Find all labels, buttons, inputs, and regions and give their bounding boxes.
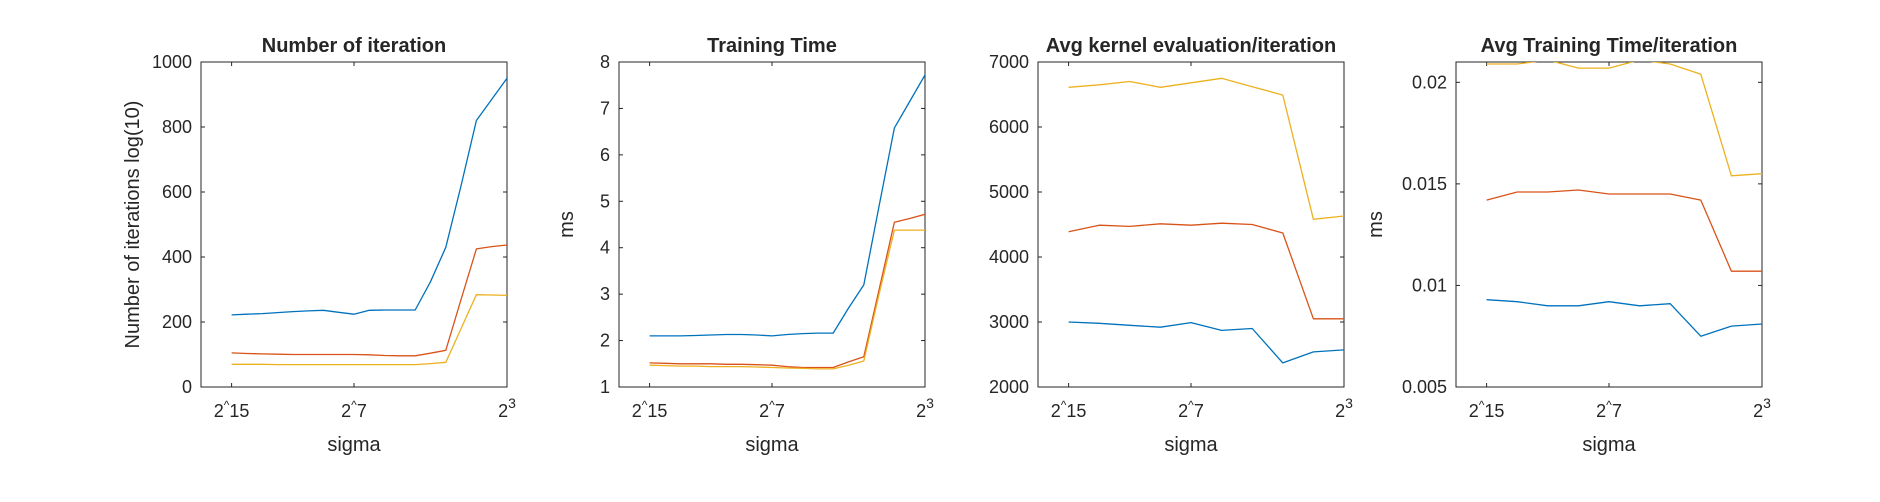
chart-title: Number of iteration — [262, 35, 446, 57]
y-tick-label: 0 — [182, 377, 192, 397]
x-axis-label: sigma — [327, 434, 381, 456]
y-tick-label: 2000 — [989, 377, 1029, 397]
series-line-1 — [1068, 321, 1344, 364]
chart-panel-1: Number of iteration 0 200 400 600 800 1000 2^15… — [122, 35, 516, 456]
y-tick-label: 0.015 — [1402, 174, 1447, 194]
series-line-3 — [1068, 77, 1344, 220]
x-axis-label: sigma — [1582, 434, 1636, 456]
y-tick-label: 4 — [600, 238, 610, 258]
y-tick-label: 2 — [600, 331, 610, 351]
y-tick-label: 1000 — [152, 52, 192, 72]
x-tick-label: 23 — [1335, 395, 1353, 421]
x-tick-label: 2^15 — [632, 398, 668, 421]
axes-box — [1037, 61, 1345, 388]
x-tick-label: 2^15 — [1051, 398, 1087, 421]
chart-title: Avg Training Time/iteration — [1481, 35, 1738, 57]
series-line-3 — [649, 229, 925, 370]
chart-panel-3: Avg kernel evaluation/iteration 2000 3000 4… — [989, 35, 1353, 456]
series-line-2 — [1486, 189, 1762, 272]
y-tick-label: 6 — [600, 145, 610, 165]
y-tick-label: 400 — [162, 247, 192, 267]
series-group — [1486, 62, 1762, 337]
y-tick-label: 8 — [600, 52, 610, 72]
x-tick-label: 2^7 — [1178, 398, 1204, 421]
series-group — [231, 77, 507, 366]
series-line-2 — [649, 213, 925, 369]
axes-box — [200, 61, 508, 388]
x-tick-label: 2^7 — [341, 398, 367, 421]
x-tick-label: 23 — [1753, 395, 1771, 421]
x-tick-label: 2^7 — [759, 398, 785, 421]
y-tick-label: 600 — [162, 182, 192, 202]
series-line-3 — [231, 294, 507, 366]
chart-panel-4: Avg Training Time/iteration 0.005 0.01 0.01… — [1365, 35, 1771, 456]
y-tick-label: 7000 — [989, 52, 1029, 72]
series-group — [1068, 77, 1344, 364]
y-tick-label: 6000 — [989, 117, 1029, 137]
y-tick-label: 0.02 — [1412, 72, 1447, 92]
y-tick-label: 0.005 — [1402, 377, 1447, 397]
y-tick-label: 3 — [600, 284, 610, 304]
series-line-1 — [649, 74, 925, 337]
y-tick-label: 5 — [600, 191, 610, 211]
y-axis-label: ms — [556, 211, 578, 238]
x-tick-label: 23 — [498, 395, 516, 421]
axes-box — [618, 61, 926, 388]
series-group — [649, 74, 925, 370]
y-axis-label: Number of iterations log(10) — [122, 101, 144, 349]
y-tick-label: 4000 — [989, 247, 1029, 267]
y-tick-label: 3000 — [989, 312, 1029, 332]
x-axis-label: sigma — [1164, 434, 1218, 456]
y-tick-label: 5000 — [989, 182, 1029, 202]
y-tick-label: 800 — [162, 117, 192, 137]
y-tick-label: 7 — [600, 98, 610, 118]
axes-box — [1455, 61, 1763, 388]
x-tick-label: 2^15 — [214, 398, 250, 421]
chart-title: Training Time — [707, 35, 837, 57]
series-line-1 — [1486, 299, 1762, 337]
series-line-1 — [231, 77, 507, 316]
chart-title: Avg kernel evaluation/iteration — [1046, 35, 1336, 57]
x-tick-label: 2^7 — [1596, 398, 1622, 421]
y-tick-label: 200 — [162, 312, 192, 332]
series-line-3 — [1486, 62, 1762, 177]
series-line-2 — [1068, 222, 1344, 320]
x-tick-label: 23 — [916, 395, 934, 421]
y-axis-label: ms — [1365, 211, 1387, 238]
series-line-2 — [231, 244, 507, 357]
x-tick-label: 2^15 — [1469, 398, 1505, 421]
x-axis-label: sigma — [745, 434, 799, 456]
y-tick-label: 1 — [600, 377, 610, 397]
y-tick-label: 0.01 — [1412, 275, 1447, 295]
